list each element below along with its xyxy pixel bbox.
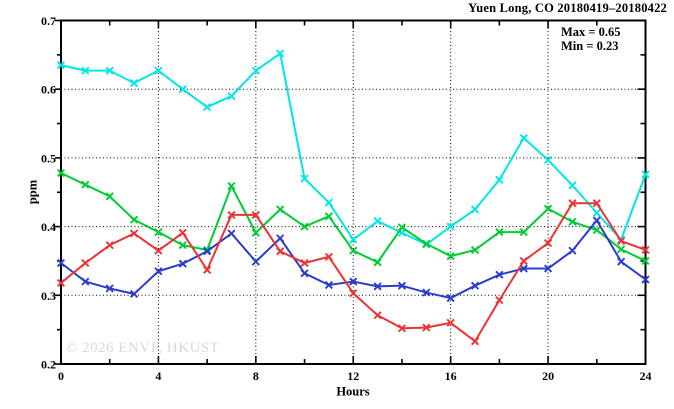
axis-ticks: [55, 19, 647, 365]
series-blue: [56, 216, 650, 303]
chart-title: Yuen Long, CO 20180419–20180422: [468, 1, 667, 15]
stats-annotation: Max = 0.65 Min = 0.23: [561, 25, 621, 53]
max-value-label: Max = 0.65: [561, 25, 621, 39]
series-green-markers: [56, 168, 650, 267]
min-value-label: Min = 0.23: [561, 39, 619, 53]
series-red: [56, 199, 650, 346]
y-tick-label: 0.7: [41, 14, 56, 28]
axis-tick-labels: 0.2 0.3 0.4 0.5 0.6 0.7 0 4 8 12 16 20 24: [41, 14, 652, 383]
x-axis-label: Hours: [336, 384, 370, 399]
series-red-markers: [56, 199, 650, 346]
series-cyan-markers: [56, 49, 650, 249]
plot-frame: [60, 19, 647, 365]
x-tick-label: 8: [253, 369, 259, 383]
x-tick-label: 20: [542, 369, 554, 383]
y-tick-label: 0.2: [41, 358, 56, 372]
y-tick-label: 0.4: [41, 220, 56, 234]
x-tick-label: 4: [155, 369, 161, 383]
series-cyan: [56, 49, 650, 249]
series-cyan-line: [60, 52, 647, 246]
y-tick-label: 0.3: [41, 289, 56, 303]
x-tick-label: 0: [58, 369, 64, 383]
gridlines: [61, 20, 646, 364]
series-green: [56, 168, 650, 267]
y-tick-label: 0.5: [41, 151, 56, 165]
watermark: © 2026 ENVF, HKUST: [66, 340, 220, 356]
x-tick-label: 12: [347, 369, 359, 383]
x-tick-label: 24: [640, 369, 652, 383]
x-tick-label: 16: [445, 369, 457, 383]
y-tick-label: 0.6: [41, 83, 56, 97]
series-blue-markers: [56, 216, 650, 303]
series-green-line: [60, 172, 646, 264]
